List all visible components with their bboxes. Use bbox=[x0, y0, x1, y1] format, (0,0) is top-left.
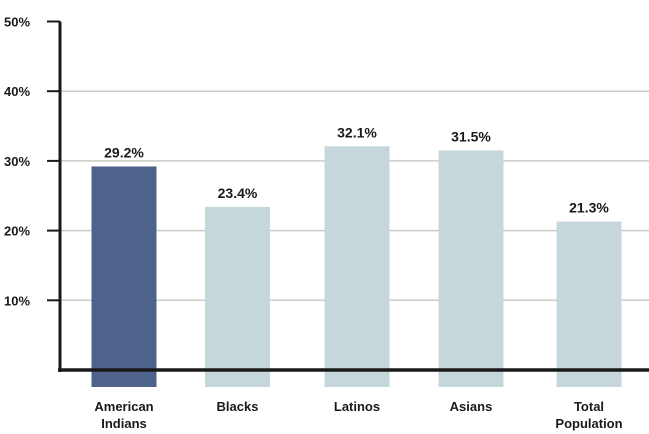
category-label-3: Latinos bbox=[334, 399, 380, 414]
value-label-4: 31.5% bbox=[451, 128, 491, 144]
category-label-4: Asians bbox=[450, 399, 493, 414]
bar-latinos bbox=[324, 146, 390, 387]
y-tick-label-20: 20% bbox=[4, 224, 30, 239]
value-label-5: 21.3% bbox=[569, 200, 609, 216]
bar-blacks bbox=[205, 206, 270, 387]
value-label-3: 32.1% bbox=[337, 124, 377, 140]
y-tick-labels: 10% 20% 30% 40% 50% bbox=[4, 15, 60, 308]
category-label-5: Total Population bbox=[555, 399, 622, 431]
value-labels: 29.2% 23.4% 32.1% 31.5% 21.3% bbox=[104, 124, 609, 215]
category-labels: American Indians Blacks Latinos Asians Total P… bbox=[94, 399, 622, 431]
bar-asians bbox=[438, 150, 504, 387]
value-label-2: 23.4% bbox=[218, 185, 258, 201]
value-label-1: 29.2% bbox=[104, 144, 144, 160]
y-tick-label-30: 30% bbox=[4, 154, 30, 169]
bars bbox=[91, 146, 622, 387]
axes bbox=[58, 21, 649, 372]
y-tick-label-50: 50% bbox=[4, 15, 30, 30]
bar-american-indians bbox=[91, 166, 157, 387]
category-label-1: American Indians bbox=[94, 399, 153, 431]
category-label-2: Blacks bbox=[217, 399, 259, 414]
bar-total-population bbox=[556, 221, 622, 387]
y-tick-label-10: 10% bbox=[4, 293, 30, 308]
y-tick-label-40: 40% bbox=[4, 84, 30, 99]
